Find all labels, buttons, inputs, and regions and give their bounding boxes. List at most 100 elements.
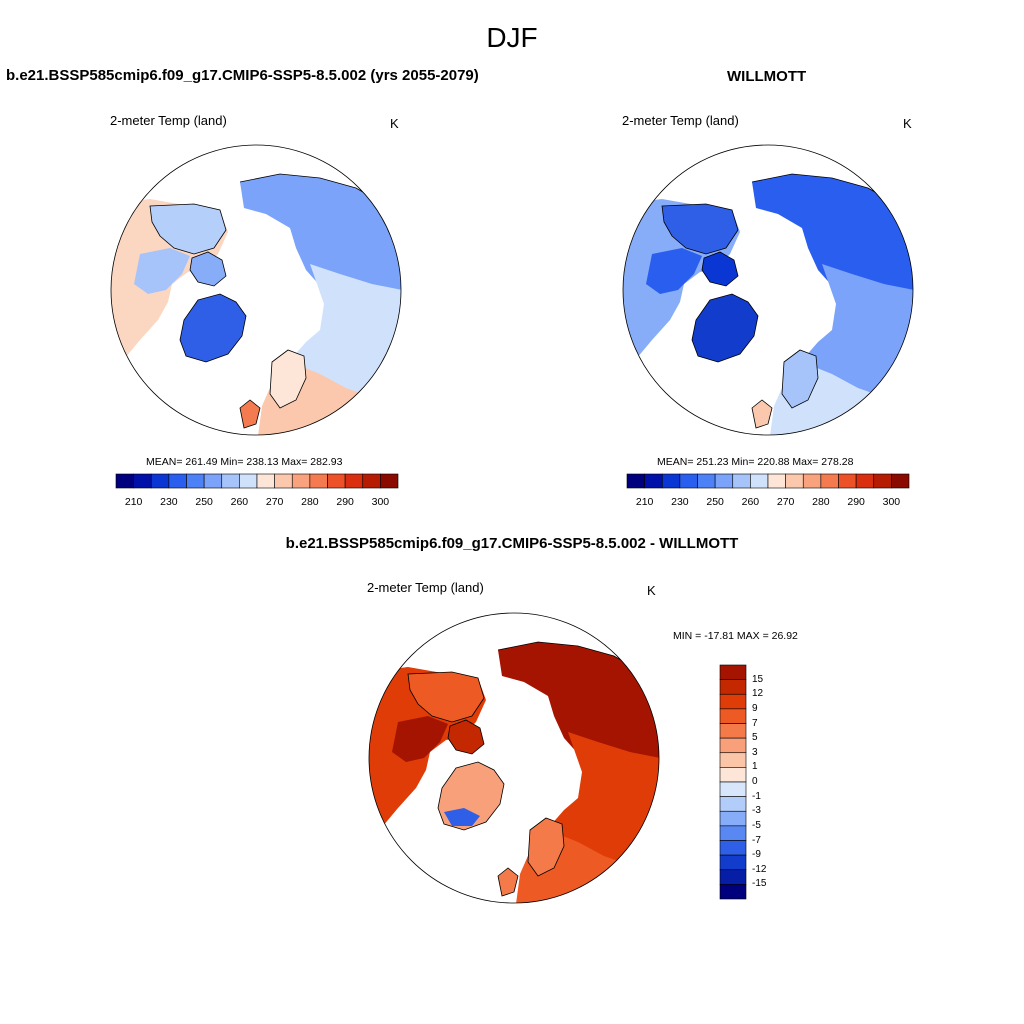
panel-1-colorbar bbox=[115, 473, 399, 489]
panel-3-units: K bbox=[647, 583, 656, 598]
colorbar-tick-label: 0 bbox=[752, 776, 758, 787]
figure-title: DJF bbox=[486, 22, 538, 53]
colorbar-swatch bbox=[719, 679, 747, 695]
colorbar-swatch bbox=[719, 810, 747, 827]
colorbar-swatch bbox=[719, 854, 747, 871]
colorbar-swatch bbox=[802, 473, 822, 489]
colorbar-swatch bbox=[719, 884, 747, 900]
colorbar-swatch bbox=[327, 473, 346, 489]
greenland-interior-land bbox=[444, 808, 480, 826]
colorbar-tick-label: 260 bbox=[741, 496, 760, 508]
colorbar-swatch bbox=[750, 473, 769, 489]
colorbar-swatch bbox=[719, 723, 747, 739]
colorbar-tick-label: 290 bbox=[336, 496, 354, 508]
colorbar-swatch bbox=[719, 664, 747, 680]
panel-3-stats: MIN = -17.81 MAX = 26.92 bbox=[673, 630, 798, 642]
colorbar-tick-label: 300 bbox=[882, 496, 901, 508]
colorbar-swatch bbox=[719, 693, 747, 710]
colorbar-swatch bbox=[274, 473, 293, 489]
panel-2-variable: 2-meter Temp (land) bbox=[622, 113, 739, 128]
colorbar-swatch bbox=[256, 473, 275, 489]
panel-2-title: WILLMOTT bbox=[727, 68, 807, 85]
colorbar-swatch bbox=[380, 473, 399, 489]
colorbar-swatch bbox=[719, 708, 747, 724]
greenland-land bbox=[692, 294, 758, 362]
colorbar-swatch bbox=[732, 473, 751, 489]
colorbar-tick-label: -1 bbox=[752, 790, 761, 802]
scandinavia-land bbox=[782, 350, 818, 408]
colorbar-tick-label: 9 bbox=[752, 702, 758, 714]
colorbar-swatch bbox=[873, 473, 892, 489]
arctic-islands-land bbox=[190, 252, 226, 286]
siberia-land bbox=[240, 174, 401, 300]
colorbar-swatch bbox=[719, 869, 747, 885]
panel-3-map bbox=[368, 612, 660, 904]
colorbar-swatch bbox=[626, 473, 645, 489]
colorbar-tick-label: 210 bbox=[124, 496, 143, 508]
colorbar-tick-label: 15 bbox=[752, 673, 764, 685]
canada-land bbox=[392, 716, 448, 762]
siberia-land bbox=[752, 174, 913, 300]
colorbar-tick-label: 260 bbox=[230, 496, 249, 508]
colorbar-swatch bbox=[309, 473, 328, 489]
panel-2-colorbar bbox=[626, 473, 910, 489]
colorbar-tick-label: 7 bbox=[752, 717, 758, 729]
colorbar-swatch bbox=[719, 781, 747, 797]
colorbar-swatch bbox=[719, 825, 747, 841]
colorbar-swatch bbox=[133, 473, 152, 489]
siberia-land bbox=[498, 642, 659, 768]
colorbar-swatch bbox=[719, 752, 747, 768]
colorbar-swatch bbox=[785, 473, 804, 489]
panel-3-colorbar bbox=[719, 664, 747, 900]
colorbar-tick-label: 280 bbox=[812, 496, 830, 508]
panel-3-colorbar-labels: 15 12 9 7 5 3 1 0 -1 -3 -5 -7 -9 -12 -15 bbox=[752, 665, 792, 899]
colorbar-swatch bbox=[719, 767, 747, 783]
panel-3-variable: 2-meter Temp (land) bbox=[367, 580, 484, 595]
colorbar-tick-label: -15 bbox=[752, 878, 767, 890]
colorbar-swatch bbox=[644, 473, 663, 489]
colorbar-tick-label: 1 bbox=[752, 761, 758, 773]
colorbar-tick-label: -7 bbox=[752, 834, 761, 846]
greenland-land bbox=[180, 294, 246, 362]
panel-1-colorbar-ticks: 210 230 250 260 270 280 290 300 bbox=[116, 496, 398, 510]
colorbar-swatch bbox=[679, 473, 698, 489]
arctic-islands-land bbox=[448, 720, 484, 754]
colorbar-swatch bbox=[203, 473, 223, 489]
panel-3-title: b.e21.BSSP585cmip6.f09_g17.CMIP6-SSP5-8.… bbox=[285, 535, 739, 552]
colorbar-swatch bbox=[820, 473, 839, 489]
alaska-land bbox=[408, 672, 484, 722]
arctic-islands-land bbox=[702, 252, 738, 286]
colorbar-tick-label: 270 bbox=[265, 496, 284, 508]
colorbar-swatch bbox=[362, 473, 381, 489]
colorbar-tick-label: 210 bbox=[635, 496, 654, 508]
colorbar-swatch bbox=[291, 473, 311, 489]
colorbar-tick-label: 5 bbox=[752, 732, 758, 744]
colorbar-swatch bbox=[221, 473, 240, 489]
canada-land bbox=[134, 248, 190, 294]
british-isles-land bbox=[752, 400, 772, 428]
colorbar-swatch bbox=[719, 796, 747, 812]
colorbar-tick-label: 230 bbox=[160, 496, 178, 508]
panel-1-variable: 2-meter Temp (land) bbox=[110, 113, 227, 128]
panel-1-stats: MEAN= 261.49 Min= 238.13 Max= 282.93 bbox=[146, 456, 343, 468]
colorbar-swatch bbox=[891, 473, 910, 489]
colorbar-tick-label: -9 bbox=[752, 849, 761, 861]
colorbar-tick-label: 280 bbox=[301, 496, 319, 508]
colorbar-swatch bbox=[767, 473, 786, 489]
alaska-land bbox=[662, 204, 738, 254]
colorbar-swatch bbox=[115, 473, 134, 489]
colorbar-tick-label: 290 bbox=[847, 496, 865, 508]
alaska-land bbox=[150, 204, 226, 254]
colorbar-tick-label: 3 bbox=[752, 746, 758, 758]
panel-1-map bbox=[110, 144, 402, 436]
panel-2-map bbox=[622, 144, 914, 436]
colorbar-tick-label: -5 bbox=[752, 819, 761, 831]
colorbar-swatch bbox=[855, 473, 875, 489]
colorbar-tick-label: 270 bbox=[776, 496, 795, 508]
colorbar-tick-label: 12 bbox=[752, 688, 764, 700]
colorbar-swatch bbox=[838, 473, 857, 489]
colorbar-swatch bbox=[150, 473, 170, 489]
scandinavia-land bbox=[528, 818, 564, 876]
colorbar-swatch bbox=[186, 473, 205, 489]
colorbar-tick-label: -3 bbox=[752, 805, 761, 817]
